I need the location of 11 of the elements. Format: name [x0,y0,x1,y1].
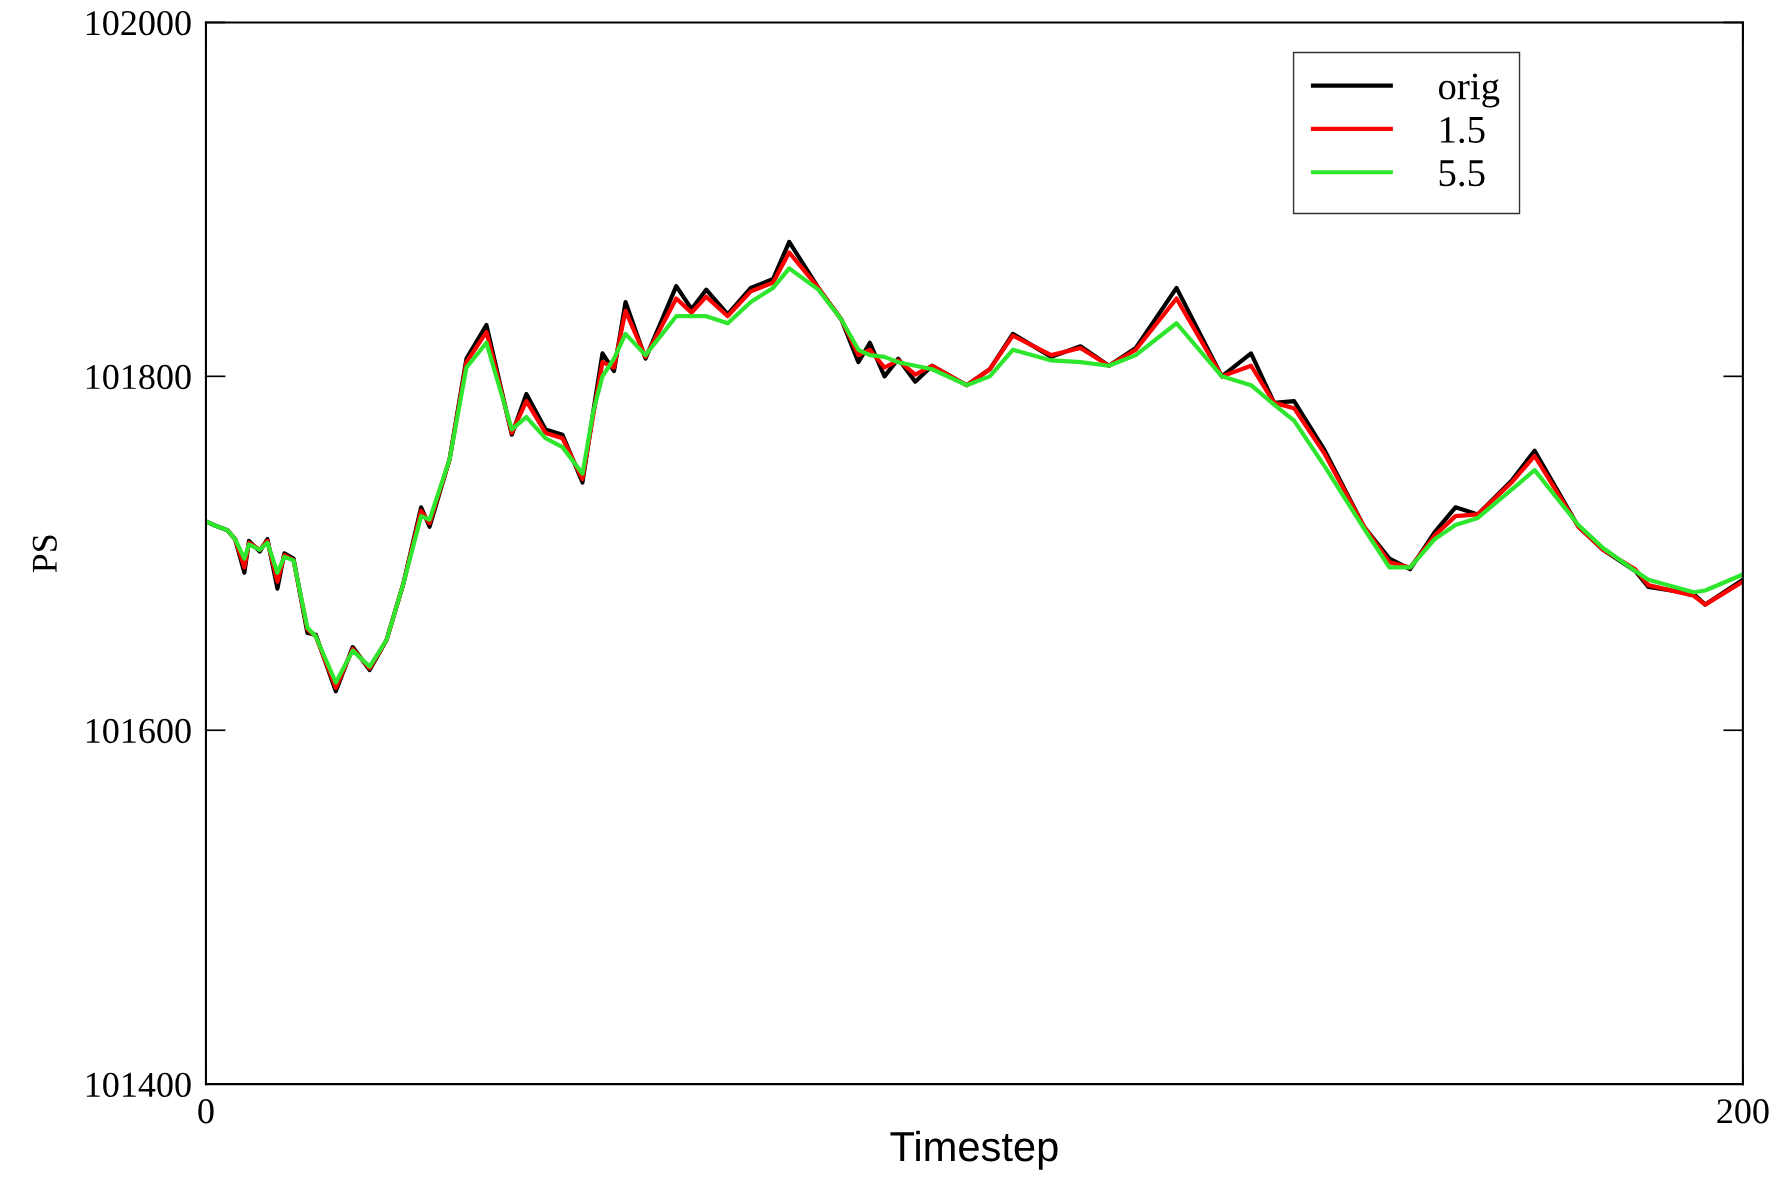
y-tick-label: 101400 [86,1072,191,1098]
x-tick-label: 0 [198,1099,214,1124]
y-axis-title: PS [32,535,57,573]
y-tick-label: 101800 [86,364,191,390]
legend-label: 5.5 [1439,160,1485,187]
legend-label: orig [1438,73,1500,108]
legend-label: 1.5 [1440,116,1485,144]
x-axis-title: Timestep [890,1130,1058,1170]
x-tick-label: 200 [1717,1099,1769,1124]
y-tick-label: 102000 [86,10,191,36]
y-tick-label: 101600 [86,718,191,744]
